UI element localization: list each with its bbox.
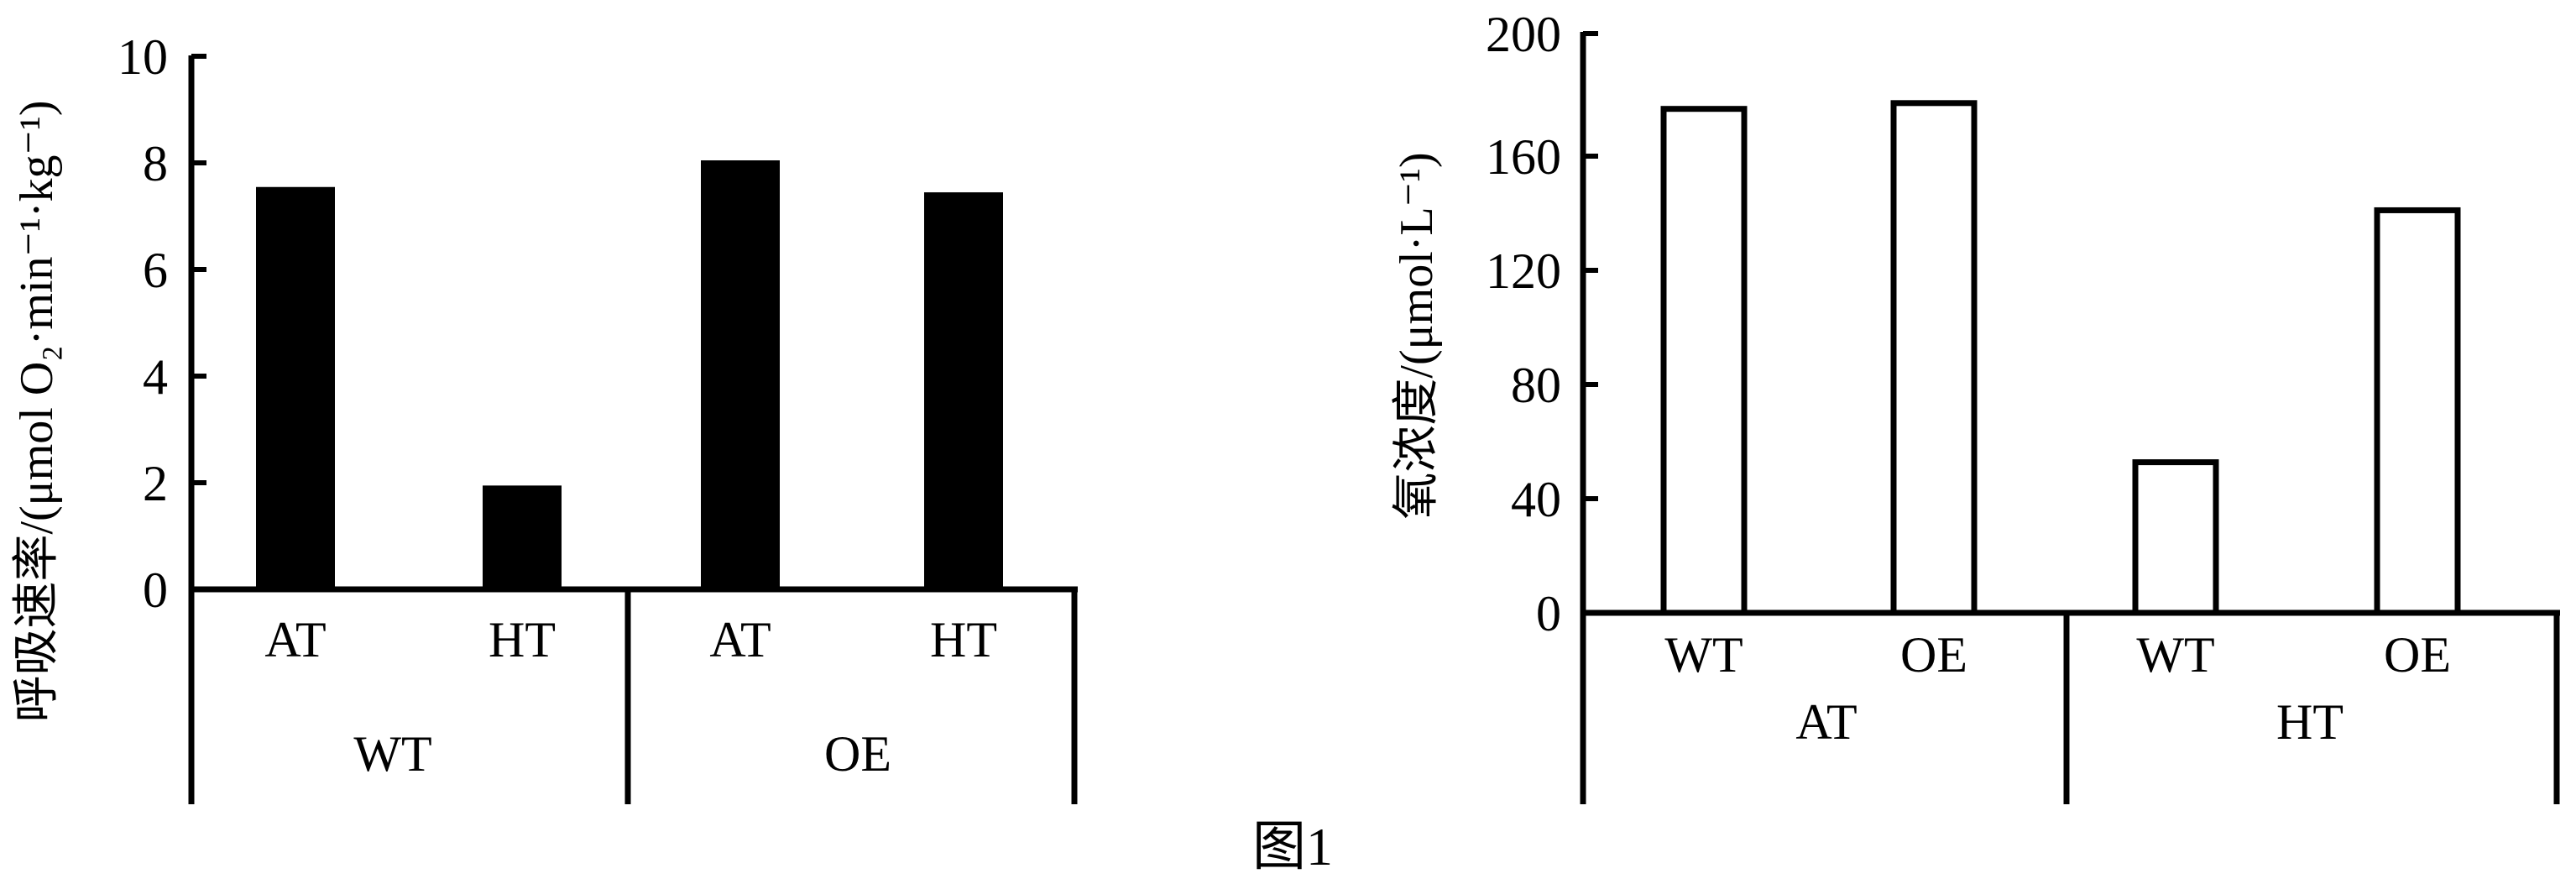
chart-respiration-rate: 呼吸速率/(μmol O₂·min⁻¹·kg⁻¹) 0 2 4 6 8 10 A… [11,29,1078,804]
y-tick-label: 40 [1511,472,1561,527]
x-category-label: AT [709,612,771,667]
y-tick-label: 80 [1511,358,1561,413]
x-group-label: AT [1795,694,1857,750]
y-tick-label: 6 [143,243,168,298]
x-category-label: HT [930,612,997,667]
x-group-label: HT [2276,694,2343,750]
y-tick-label: 8 [143,136,168,191]
bar-ht-oe [2374,207,2461,616]
bar-oe-ht [924,192,1003,592]
y-tick-label: 4 [143,349,168,405]
x-category-label: OE [2384,627,2451,683]
x-group-label: WT [353,726,431,782]
y-tick-label: 0 [143,562,168,618]
bar-oe-at [701,160,780,592]
x-group-label: OE [824,726,891,782]
bar-wt-ht [483,485,562,592]
y-tick-label: 2 [143,456,168,511]
bar-wt-at [256,186,335,592]
y-tick-label: 200 [1486,7,1561,62]
x-category-label: OE [1900,627,1967,683]
bar-at-oe [1890,100,1978,616]
chart-oxygen-concentration: 氧浓度/(μmol·L⁻¹) 0 40 80 120 160 200 WT OE… [1391,7,2560,804]
x-category-label: WT [2136,627,2214,683]
x-category-label: HT [489,612,556,667]
y-tick-label: 10 [118,29,168,85]
bar-at-wt [1660,106,1748,616]
y-tick-label: 120 [1486,243,1561,299]
y-axis-title: 呼吸速率/(μmol O₂·min⁻¹·kg⁻¹) [11,100,63,722]
x-category-label: AT [264,612,326,667]
bar-ht-wt [2132,459,2219,616]
x-category-label: WT [1664,627,1743,683]
y-tick-label: 0 [1536,586,1561,641]
y-axis-title: 氧浓度/(μmol·L⁻¹) [1391,152,1443,519]
figure-caption: 图1 [1252,817,1333,876]
y-tick-label: 160 [1486,129,1561,185]
